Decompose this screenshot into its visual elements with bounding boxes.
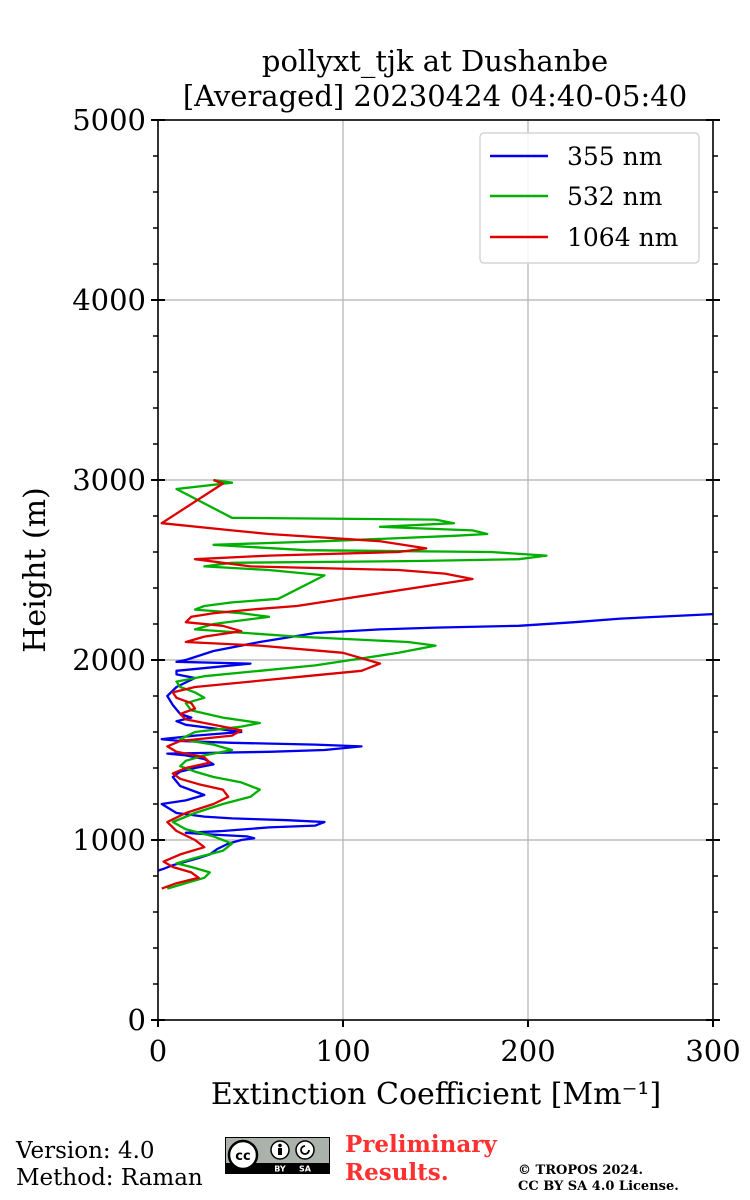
axis-ticks: 0 1000 2000 3000 4000 5000 0 100 200 300 [72,103,740,1068]
copyright-line-2: CC BY SA 4.0 License. [518,1179,679,1194]
cc-by-sa-badge: cc BY SA [225,1137,330,1174]
sa-share-icon [295,1140,315,1160]
y-tick-label: 4000 [72,283,146,317]
preliminary-notice: Preliminary Results. [345,1131,497,1187]
legend-box [479,132,700,264]
y-tick-label: 0 [128,1003,146,1037]
y-tick-label: 5000 [72,103,146,137]
x-tick-label: 100 [315,1034,370,1068]
cc-icon [227,1139,259,1171]
y-tick-label: 3000 [72,463,146,497]
y-axis-label: Height (m) [18,487,53,652]
method-line: Method: Raman [16,1165,203,1191]
y-tick-label: 2000 [72,643,146,677]
legend-label-355nm: 355 nm [567,142,663,171]
x-tick-label: 0 [149,1034,167,1068]
series-line-355nm [157,612,714,872]
copyright-line-1: © TROPOS 2024. [518,1163,644,1178]
x-tick-label: 200 [500,1034,555,1068]
plot-frame [157,119,714,1021]
x-axis-label: Extinction Coefficient [Mm⁻¹] [211,1077,661,1112]
legend-label-532nm: 532 nm [567,182,663,211]
version-info: Version: 4.0 Method: Raman [16,1138,203,1192]
chart-title-line-2: [Averaged] 20230424 04:40-05:40 [183,79,687,113]
legend: 355 nm 532 nm 1064 nm [479,132,700,264]
copyright-notice: © TROPOS 2024. CC BY SA 4.0 License. [518,1163,679,1195]
x-tick-label: 300 [685,1034,740,1068]
cc-text: cc [235,1149,250,1164]
chart-title-line-1: pollyxt_tjk at Dushanbe [262,44,608,79]
preliminary-line-2: Results. [345,1159,449,1186]
series-lines [157,478,714,890]
grid-lines [158,120,713,1020]
version-line: Version: 4.0 [16,1138,155,1164]
extinction-profile-chart: pollyxt_tjk at Dushanbe [Averaged] 20230… [18,44,741,1112]
legend-label-1064nm: 1064 nm [567,223,679,252]
series-line-532nm [166,478,548,890]
y-tick-label: 1000 [72,823,146,857]
by-text: BY [274,1165,286,1174]
series-line-1064nm [160,478,474,890]
preliminary-line-1: Preliminary [345,1131,497,1158]
sa-text: SA [299,1165,312,1174]
